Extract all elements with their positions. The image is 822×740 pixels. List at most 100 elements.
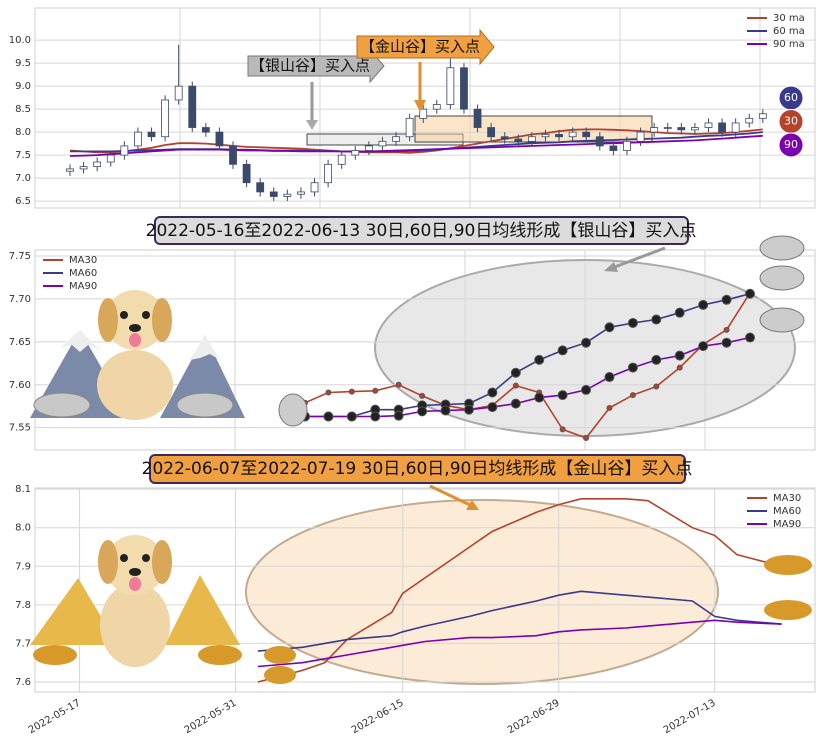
panel-title: 2022-05-16至2022-06-13 30日,60日,90日均线形成【银山… (146, 221, 697, 241)
candle-body (514, 138, 523, 142)
legend-label: MA30 (773, 493, 801, 504)
y-tick-label: 8.1 (15, 484, 31, 495)
y-tick-label: 7.55 (9, 423, 31, 434)
y-tick-label: 7.9 (15, 561, 31, 572)
ma-line (304, 292, 751, 439)
candle-body (188, 85, 197, 128)
point (512, 382, 519, 389)
candle-body (527, 136, 536, 142)
title-box (154, 216, 689, 245)
point (395, 381, 402, 388)
candle-body (256, 182, 265, 193)
candle-body (147, 131, 156, 138)
arrow (306, 120, 318, 130)
y-tick-label: 7.60 (9, 380, 31, 391)
point (417, 406, 428, 417)
title-box (149, 454, 686, 484)
candle-body (691, 127, 699, 131)
candle-body (405, 117, 414, 138)
candle-body (283, 193, 292, 197)
point (674, 307, 685, 318)
point (676, 364, 683, 371)
point (745, 288, 755, 299)
legend-label: MA60 (773, 506, 801, 517)
candle-body (174, 85, 183, 101)
candle-body (215, 131, 224, 147)
y-tick-label: 10.0 (9, 35, 31, 46)
candle-body (582, 131, 591, 138)
point (559, 426, 566, 433)
point (440, 405, 451, 416)
legend-label: 30 ma (773, 13, 805, 24)
candle-body (446, 67, 455, 105)
candle-body (650, 127, 659, 133)
candle-body (636, 131, 645, 142)
candle-body (392, 136, 400, 142)
candle-body (473, 108, 482, 128)
y-tick-label: 8.5 (15, 104, 31, 115)
point (651, 354, 662, 365)
candle-body (745, 117, 754, 124)
point (581, 337, 592, 348)
candle-body (66, 168, 74, 172)
candle-body (568, 131, 577, 138)
point (698, 299, 709, 310)
candle-body (310, 182, 319, 193)
highlight-ellipse (374, 259, 796, 437)
arrow (604, 262, 618, 272)
y-tick-label: 8.0 (15, 127, 31, 138)
candle-body (93, 161, 102, 168)
panel-frame (34, 249, 816, 451)
arrow (414, 100, 426, 112)
point (463, 404, 474, 415)
candle-body (500, 136, 509, 140)
candle-body (161, 99, 169, 138)
y-tick-label: 7.0 (15, 173, 31, 184)
candle-body (460, 67, 468, 110)
candle-body (337, 154, 346, 165)
y-tick-label: 7.5 (15, 150, 31, 161)
y-tick-label: 7.7 (15, 638, 31, 649)
point (557, 345, 568, 356)
y-tick-label: 7.65 (9, 337, 31, 348)
point (581, 384, 592, 395)
badge-label: 60 (784, 91, 798, 104)
candle-body (269, 191, 278, 197)
candle-body (758, 113, 767, 119)
candle-body (324, 163, 333, 184)
candle-body (79, 166, 88, 170)
ma-line (257, 498, 782, 683)
candle-body (120, 145, 129, 156)
candle-body (623, 140, 631, 151)
candle-body (555, 134, 563, 138)
point (604, 322, 615, 333)
legend-label: 90 ma (773, 39, 805, 50)
y-tick-label: 9.5 (15, 58, 31, 69)
decoration-silver (30, 235, 805, 427)
panel-title: 2022-06-07至2022-07-19 30日,60日,90日均线形成【金山… (142, 459, 693, 479)
point (510, 367, 521, 378)
candle-body (718, 122, 726, 133)
point (627, 362, 638, 373)
point (745, 332, 755, 343)
ma-line (69, 128, 763, 154)
decoration-gold (30, 535, 812, 684)
badge-label: 90 (784, 138, 798, 151)
y-tick-label: 8.0 (15, 523, 31, 534)
point (393, 410, 404, 421)
candle-body (378, 140, 387, 147)
legend-label: MA90 (773, 519, 801, 530)
candle-body (134, 131, 142, 147)
candle-body (731, 122, 740, 133)
point (487, 402, 498, 413)
candle-body (487, 127, 496, 138)
y-tick-label: 7.6 (15, 677, 31, 688)
point (323, 411, 334, 422)
legend-label: MA30 (69, 255, 97, 266)
legend-label: MA90 (69, 281, 97, 292)
point (534, 354, 545, 365)
x-tick-label: 2022-06-29 (506, 698, 562, 737)
point (651, 314, 662, 325)
